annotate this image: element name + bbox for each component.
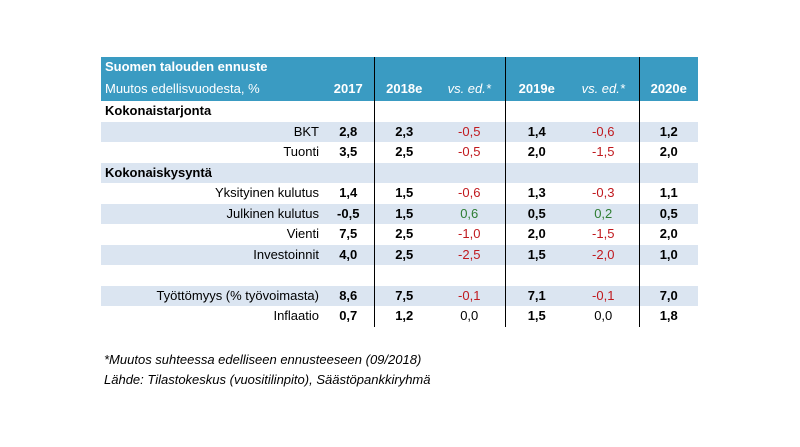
cell-2018e: 1,2 <box>373 306 434 327</box>
cell-2020e: 1,0 <box>638 244 698 265</box>
cell-vs-ed-2019: 0,0 <box>594 308 613 324</box>
spacer-row <box>101 265 698 286</box>
cell-2020e: 1,1 <box>638 183 698 204</box>
table-title: Suomen talouden ennuste <box>101 57 323 77</box>
cell-2017: 4,0 <box>323 244 374 265</box>
cell-2019e: 1,3 <box>504 183 568 204</box>
cell-2017: 8,6 <box>323 285 374 306</box>
cell-vs-ed-2018: -2,5 <box>434 244 505 265</box>
table-row-yksityinen: Yksityinen kulutus 1,4 1,5 -0,6 1,3 -0,3… <box>101 183 698 204</box>
source-note: Lähde: Tilastokeskus (vuositilinpito), S… <box>104 372 431 387</box>
section-label-supply: Kokonaistarjonta <box>105 103 212 119</box>
cell-vs-ed-2019: -0,1 <box>568 285 639 306</box>
row-label: Vienti <box>286 226 319 242</box>
section-row-supply: Kokonaistarjonta <box>101 101 698 122</box>
cell-2017: 1,4 <box>339 185 358 201</box>
notes-block: *Muutos suhteessa edelliseen ennusteesee… <box>104 350 431 390</box>
cell-vs-ed-2019: -0,3 <box>592 185 615 201</box>
table-row-vienti: Vienti 7,5 2,5 -1,0 2,0 -1,5 2,0 <box>101 224 698 245</box>
cell-vs-ed-2019: 0,2 <box>568 203 639 224</box>
section-row-demand: Kokonaiskysyntä <box>101 162 698 183</box>
cell-vs-ed-2018: -0,6 <box>458 185 481 201</box>
cell-2019e: 7,1 <box>504 285 568 306</box>
cell-2017: 7,5 <box>339 226 358 242</box>
forecast-table-container: Suomen talouden ennuste Muutos edellisvu… <box>101 57 698 327</box>
cell-2019e: 2,0 <box>504 224 568 245</box>
footnote: *Muutos suhteessa edelliseen ennusteesee… <box>104 352 422 367</box>
col-header-2018e: 2018e <box>373 77 434 101</box>
cell-vs-ed-2018: -1,0 <box>458 226 481 242</box>
cell-2018e: 2,5 <box>373 224 434 245</box>
row-label: Julkinen kulutus <box>101 203 323 224</box>
table-row-inflaatio: Inflaatio 0,7 1,2 0,0 1,5 0,0 1,8 <box>101 306 698 327</box>
cell-vs-ed-2018: 0,6 <box>434 203 505 224</box>
cell-vs-ed-2018: -0,5 <box>458 144 481 160</box>
cell-vs-ed-2019: -1,5 <box>592 226 615 242</box>
cell-2017: 2,8 <box>323 121 374 142</box>
row-label: Yksityinen kulutus <box>214 185 319 201</box>
cell-2020e: 0,5 <box>638 203 698 224</box>
cell-2019e: 1,5 <box>504 244 568 265</box>
col-header-2019e: 2019e <box>504 77 568 101</box>
table-row-julkinen: Julkinen kulutus -0,5 1,5 0,6 0,5 0,2 0,… <box>101 203 698 224</box>
col-header-vs-ed-2019: vs. ed.* <box>568 77 639 101</box>
cell-2019e: 2,0 <box>504 142 568 163</box>
table-header-row: Muutos edellisvuodesta, % 2017 2018e vs.… <box>101 77 698 101</box>
row-label: Työttömyys (% työvoimasta) <box>101 285 323 306</box>
table-title-row: Suomen talouden ennuste <box>101 57 698 77</box>
cell-vs-ed-2018: 0,0 <box>460 308 479 324</box>
cell-2019e: 0,5 <box>504 203 568 224</box>
cell-2019e: 1,5 <box>504 306 568 327</box>
table-row-bkt: BKT 2,8 2,3 -0,5 1,4 -0,6 1,2 <box>101 121 698 142</box>
forecast-table: Suomen talouden ennuste Muutos edellisvu… <box>101 57 698 327</box>
cell-2018e: 2,5 <box>373 142 434 163</box>
row-label: Investoinnit <box>101 244 323 265</box>
cell-2017: 0,7 <box>339 308 358 324</box>
cell-2019e: 1,4 <box>504 121 568 142</box>
table-subtitle: Muutos edellisvuodesta, % <box>101 77 323 101</box>
cell-vs-ed-2019: -1,5 <box>592 144 615 160</box>
table-row-investoinnit: Investoinnit 4,0 2,5 -2,5 1,5 -2,0 1,0 <box>101 244 698 265</box>
cell-2020e: 2,0 <box>638 142 698 163</box>
cell-2020e: 2,0 <box>638 224 698 245</box>
cell-2018e: 1,5 <box>373 183 434 204</box>
cell-2018e: 2,5 <box>373 244 434 265</box>
cell-2017: 3,5 <box>339 144 358 160</box>
cell-2020e: 1,8 <box>638 306 698 327</box>
cell-vs-ed-2019: -2,0 <box>568 244 639 265</box>
col-header-2017: 2017 <box>323 77 374 101</box>
cell-2018e: 2,3 <box>373 121 434 142</box>
table-row-tyottomyys: Työttömyys (% työvoimasta) 8,6 7,5 -0,1 … <box>101 285 698 306</box>
cell-2018e: 1,5 <box>373 203 434 224</box>
col-header-vs-ed-2018: vs. ed.* <box>434 77 505 101</box>
cell-2020e: 1,2 <box>638 121 698 142</box>
cell-2017: -0,5 <box>323 203 374 224</box>
cell-vs-ed-2019: -0,6 <box>568 121 639 142</box>
section-label-demand: Kokonaiskysyntä <box>101 162 323 183</box>
table-row-tuonti: Tuonti 3,5 2,5 -0,5 2,0 -1,5 2,0 <box>101 142 698 163</box>
col-header-2020e: 2020e <box>638 77 698 101</box>
row-label: Tuonti <box>283 144 319 160</box>
row-label: Inflaatio <box>273 308 319 324</box>
cell-2018e: 7,5 <box>373 285 434 306</box>
cell-vs-ed-2018: -0,5 <box>434 121 505 142</box>
cell-2020e: 7,0 <box>638 285 698 306</box>
row-label: BKT <box>101 121 323 142</box>
cell-vs-ed-2018: -0,1 <box>434 285 505 306</box>
